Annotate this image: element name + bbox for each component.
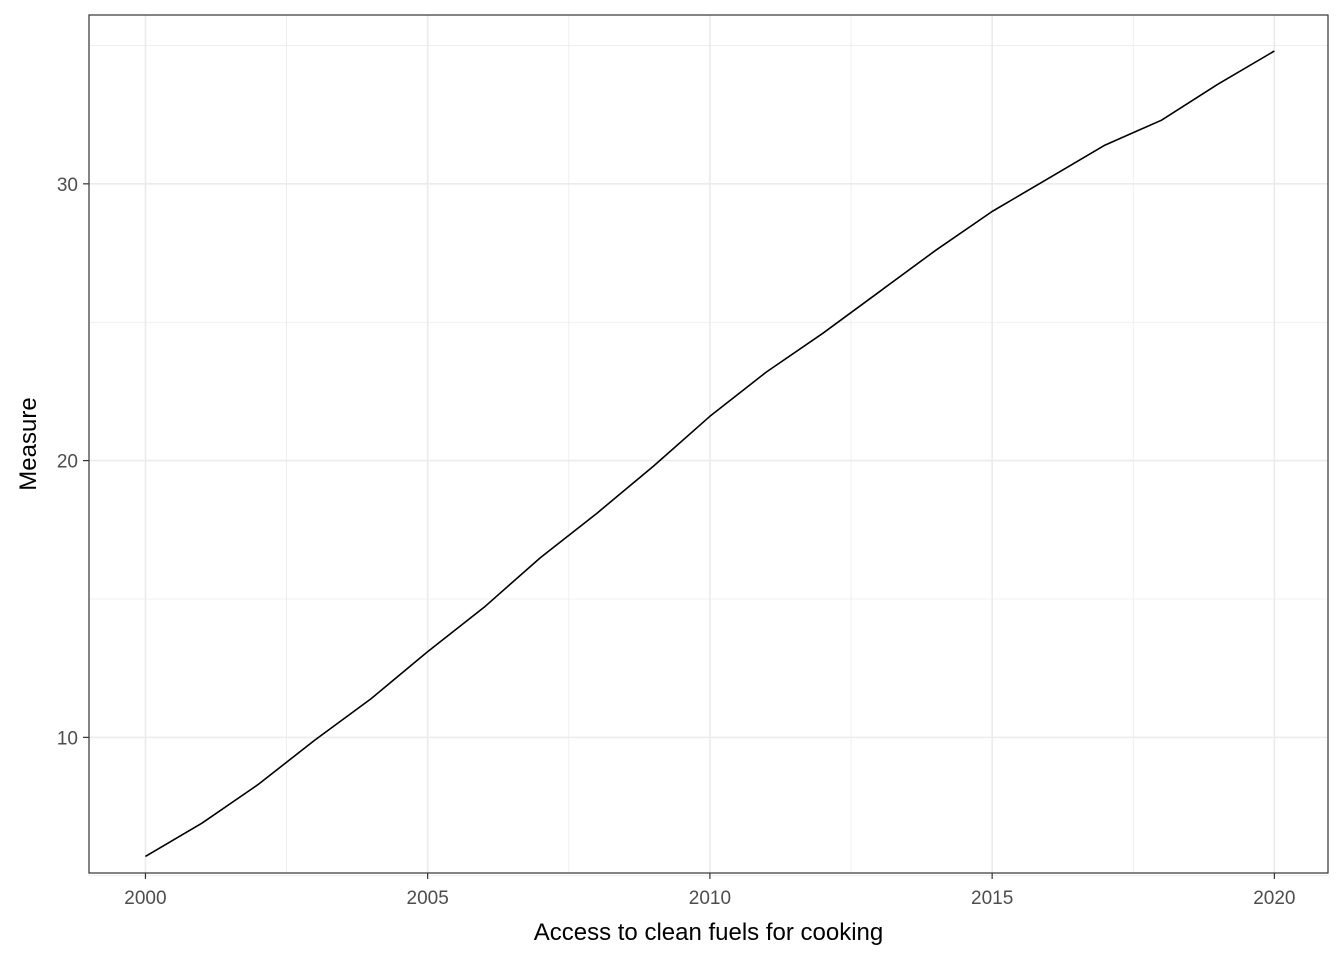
major-gridlines — [89, 15, 1328, 873]
x-tick-label: 2005 — [407, 888, 449, 909]
y-tick-label: 20 — [57, 452, 78, 473]
panel-border — [88, 14, 1329, 874]
y-axis-title: Measure — [15, 397, 42, 490]
x-tick-label: 2015 — [971, 888, 1013, 909]
y-axis: 10 20 30 — [57, 175, 89, 749]
x-axis-title: Access to clean fuels for cooking — [534, 919, 884, 946]
x-tick-label: 2000 — [124, 888, 166, 909]
x-axis: 2000 2005 2010 2015 2020 — [124, 873, 1296, 909]
minor-gridlines — [89, 15, 1328, 877]
y-tick-label: 10 — [57, 728, 78, 749]
x-tick-label: 2010 — [689, 888, 731, 909]
y-tick-label: 30 — [57, 175, 78, 196]
x-tick-label: 2020 — [1253, 888, 1295, 909]
series-line — [144, 50, 1275, 858]
